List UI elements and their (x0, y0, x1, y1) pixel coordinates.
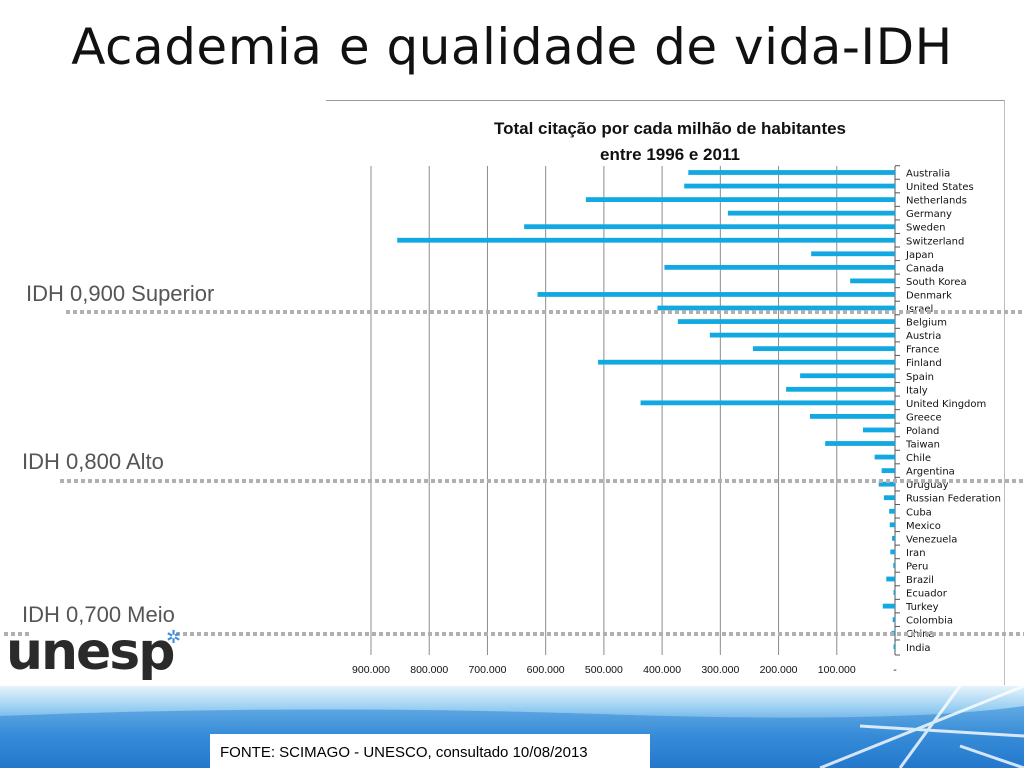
bar (727, 210, 895, 216)
category-label: Austria (906, 331, 941, 342)
bar (688, 170, 895, 175)
category-label: Australia (906, 169, 950, 180)
idh-label-alto: IDH 0,800 Alto (20, 449, 166, 475)
bar (893, 590, 895, 595)
category-label: Greece (906, 412, 942, 423)
logo-star-icon: ✲ (166, 627, 182, 647)
bar (657, 305, 895, 311)
category-label: France (906, 345, 939, 356)
category-label: Sweden (906, 223, 946, 234)
bar (850, 278, 895, 284)
x-axis-ticks: 900.000 800.000 700.000 600.000 500.000 400.0… (352, 664, 897, 676)
category-label: Argentina (906, 467, 955, 478)
bar (809, 414, 895, 419)
category-label: Poland (906, 426, 939, 437)
bar (886, 576, 895, 582)
chart-title-line1: Total citação por cada milhão de habitan… (493, 119, 847, 138)
bar (889, 508, 895, 514)
bar (883, 495, 895, 501)
x-tick-label: - (893, 664, 897, 676)
bar (890, 549, 895, 555)
bar (892, 617, 895, 623)
bar (786, 386, 895, 392)
category-label: United States (906, 182, 974, 193)
category-label: Finland (906, 358, 942, 369)
x-tick-label: 900.000 (352, 664, 390, 676)
category-label: Venezuela (906, 534, 957, 545)
bar (882, 603, 895, 609)
category-label: Spain (906, 372, 934, 383)
x-tick-label: 300.000 (701, 664, 739, 676)
category-label: Iran (906, 548, 926, 559)
bar (893, 644, 895, 650)
category-label: Italy (906, 385, 928, 396)
bar (811, 251, 895, 257)
bar (537, 292, 895, 297)
bar (598, 359, 895, 365)
slide-title: Academia e qualidade de vida-IDH (71, 18, 953, 76)
category-label: Peru (906, 561, 928, 572)
category-label: Belgium (906, 318, 947, 329)
bar (677, 319, 895, 324)
category-label: Canada (906, 263, 944, 274)
category-label: South Korea (906, 277, 967, 288)
bars-layer (397, 170, 895, 650)
bar (878, 481, 895, 487)
source-note: FONTE: SCIMAGO - UNESCO, consultado 10/0… (220, 744, 588, 761)
category-label: Taiwan (905, 440, 940, 451)
chart-title-line2: entre 1996 e 2011 (600, 145, 740, 164)
bar (640, 400, 895, 406)
category-label: Brazil (906, 575, 934, 586)
bar (862, 427, 895, 433)
bar (397, 237, 895, 243)
bar (752, 346, 895, 352)
category-label: Chile (906, 453, 931, 464)
category-label: Ecuador (906, 589, 948, 600)
bar (800, 373, 895, 379)
bar (684, 183, 895, 189)
category-label: Uruguay (906, 480, 949, 491)
category-label: Israel (906, 304, 933, 315)
category-label: Denmark (906, 290, 952, 301)
bar (893, 563, 895, 568)
bar (524, 224, 895, 230)
category-label: Cuba (906, 507, 932, 518)
bar (874, 454, 895, 460)
category-label: Netherlands (906, 196, 967, 207)
x-tick-label: 500.000 (585, 664, 623, 676)
bar (892, 535, 895, 541)
x-tick-label: 200.000 (760, 664, 798, 676)
idh-label-superior: IDH 0,900 Superior (24, 281, 217, 307)
bar (881, 468, 895, 473)
x-tick-label: 800.000 (410, 664, 448, 676)
category-label: Japan (905, 250, 934, 261)
category-label: Germany (906, 209, 952, 220)
category-label: Russian Federation (906, 494, 1001, 505)
x-tick-label: 400.000 (643, 664, 681, 676)
bar (585, 197, 895, 202)
footer-band (0, 686, 1024, 768)
category-label: India (906, 643, 931, 654)
category-labels: Australia United States Netherlands Germany… (905, 169, 1001, 654)
category-label: Switzerland (906, 236, 964, 247)
unesp-logo: unesp (6, 622, 175, 682)
idh-threshold-lines (4, 310, 1024, 636)
bar (664, 264, 895, 270)
category-label: Mexico (906, 521, 941, 532)
x-tick-label: 700.000 (468, 664, 506, 676)
footer-decoration (0, 686, 1024, 768)
chart-title: Total citação por cada milhão de habitan… (0, 116, 1024, 168)
grid-layer (370, 165, 900, 656)
idh-label-meio: IDH 0,700 Meio (20, 602, 177, 628)
bar (825, 441, 895, 446)
x-tick-label: 600.000 (527, 664, 565, 676)
bar (709, 332, 895, 338)
category-label: United Kingdom (906, 399, 986, 410)
x-tick-label: 100.000 (818, 664, 856, 676)
category-label: Turkey (905, 602, 939, 613)
bar (889, 522, 895, 528)
category-label: Colombia (906, 616, 953, 627)
